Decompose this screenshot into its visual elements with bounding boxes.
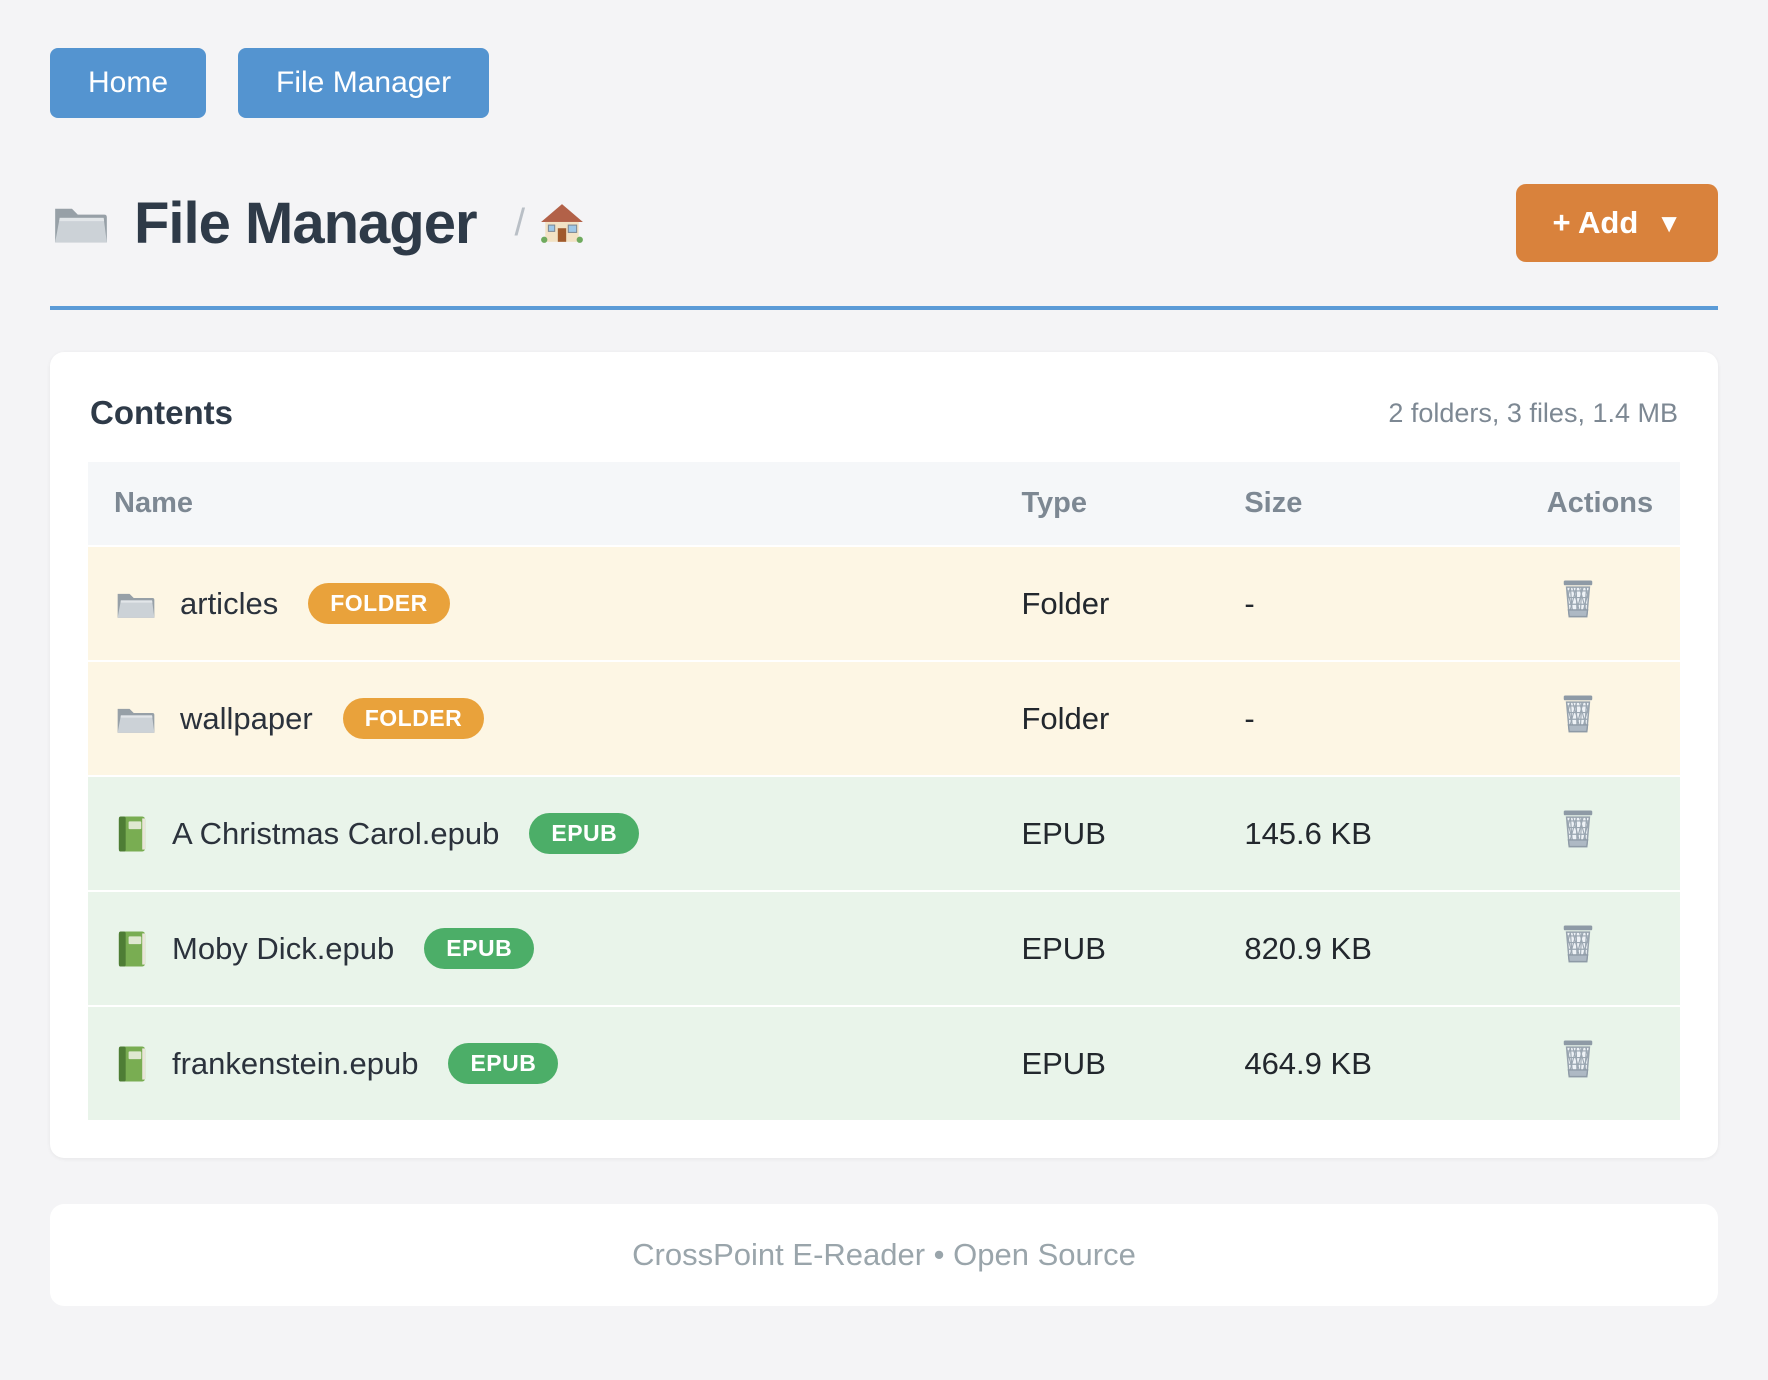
column-header-type: Type <box>995 462 1219 546</box>
table-row[interactable]: wallpaper FOLDER Folder - <box>88 660 1680 776</box>
file-name: Moby Dick.epub <box>172 930 395 966</box>
type-badge: EPUB <box>529 813 640 854</box>
type-cell: EPUB <box>995 775 1219 891</box>
file-name: frankenstein.epub <box>172 1045 419 1081</box>
contents-table: Name Type Size Actions articles FOLDER F… <box>88 462 1680 1120</box>
file-manager-button[interactable]: File Manager <box>238 48 490 118</box>
table-row[interactable]: A Christmas Carol.epub EPUB EPUB 145.6 K… <box>88 775 1680 891</box>
title-divider <box>50 306 1718 310</box>
footer-card: CrossPoint E-Reader • Open Source <box>50 1204 1718 1306</box>
size-cell: - <box>1218 660 1521 776</box>
type-badge: EPUB <box>448 1043 559 1084</box>
size-cell: 464.9 KB <box>1218 1005 1521 1120</box>
contents-table-body: articles FOLDER Folder - wallpaper <box>88 545 1680 1120</box>
column-header-size: Size <box>1218 462 1521 546</box>
type-cell: Folder <box>995 660 1219 776</box>
trash-icon <box>1559 923 1597 966</box>
table-header-row: Name Type Size Actions <box>88 462 1680 546</box>
add-button[interactable]: + Add ▼ <box>1516 184 1718 262</box>
column-header-name: Name <box>88 462 996 546</box>
delete-button[interactable] <box>1559 1038 1597 1081</box>
column-header-actions: Actions <box>1520 462 1680 546</box>
type-cell: Folder <box>995 545 1219 661</box>
trash-icon <box>1559 693 1597 736</box>
size-cell: 820.9 KB <box>1218 890 1521 1006</box>
page-title: File Manager <box>50 190 478 257</box>
folder-icon <box>114 587 158 621</box>
delete-button[interactable] <box>1559 923 1597 966</box>
page-title-text: File Manager <box>134 190 478 256</box>
breadcrumb: / <box>515 202 586 245</box>
file-manager-page: Home File Manager File Manager / + Add ▼ <box>50 48 1718 1306</box>
table-row[interactable]: frankenstein.epub EPUB EPUB 464.9 KB <box>88 1005 1680 1120</box>
trash-icon <box>1559 808 1597 851</box>
home-button[interactable]: Home <box>50 48 207 118</box>
delete-button[interactable] <box>1559 693 1597 736</box>
type-badge: FOLDER <box>308 583 450 624</box>
delete-button[interactable] <box>1559 808 1597 851</box>
trash-icon <box>1559 1038 1597 1081</box>
table-row[interactable]: Moby Dick.epub EPUB EPUB 820.9 KB <box>88 890 1680 1006</box>
contents-card: Contents 2 folders, 3 files, 1.4 MB Name… <box>50 352 1718 1158</box>
book-icon <box>114 928 150 970</box>
footer-text: CrossPoint E-Reader • Open Source <box>632 1237 1136 1272</box>
file-name: wallpaper <box>180 700 313 736</box>
type-badge: FOLDER <box>342 698 485 739</box>
table-row[interactable]: articles FOLDER Folder - <box>88 545 1680 661</box>
trash-icon <box>1559 578 1597 621</box>
size-cell: 145.6 KB <box>1218 775 1521 891</box>
title-row: File Manager / + Add ▼ <box>50 184 1718 262</box>
book-icon <box>114 813 150 855</box>
folder-icon <box>50 199 112 247</box>
type-cell: EPUB <box>995 890 1219 1006</box>
delete-button[interactable] <box>1559 578 1597 621</box>
breadcrumb-separator: / <box>514 201 526 244</box>
file-name: articles <box>180 585 279 621</box>
contents-summary: 2 folders, 3 files, 1.4 MB <box>1388 397 1678 428</box>
contents-title: Contents <box>90 394 233 431</box>
caret-down-icon: ▼ <box>1656 207 1682 238</box>
file-name: A Christmas Carol.epub <box>172 815 500 851</box>
book-icon <box>114 1043 150 1085</box>
top-nav: Home File Manager <box>50 48 1718 118</box>
size-cell: - <box>1218 545 1521 661</box>
add-button-label: + Add <box>1552 205 1639 240</box>
home-breadcrumb-icon[interactable] <box>539 202 585 244</box>
folder-icon <box>114 702 158 736</box>
type-cell: EPUB <box>995 1005 1219 1120</box>
type-badge: EPUB <box>424 928 535 969</box>
